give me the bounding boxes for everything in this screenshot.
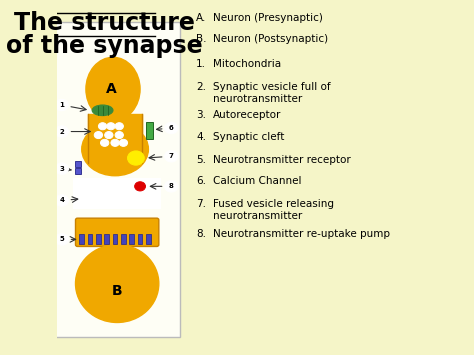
Text: A: A xyxy=(106,82,116,96)
FancyBboxPatch shape xyxy=(138,234,142,244)
FancyBboxPatch shape xyxy=(88,234,92,244)
Circle shape xyxy=(94,132,102,138)
Circle shape xyxy=(55,195,68,206)
FancyBboxPatch shape xyxy=(104,234,109,244)
Circle shape xyxy=(85,182,91,187)
Text: 8: 8 xyxy=(169,183,174,189)
Text: 3: 3 xyxy=(59,166,64,172)
Text: 1: 1 xyxy=(59,102,64,108)
Text: of the synapse: of the synapse xyxy=(6,34,203,58)
FancyBboxPatch shape xyxy=(55,22,180,337)
Text: Synaptic cleft: Synaptic cleft xyxy=(213,132,284,142)
Text: 5: 5 xyxy=(59,236,64,242)
Circle shape xyxy=(99,123,107,130)
Text: The structure: The structure xyxy=(14,11,195,35)
Text: 2: 2 xyxy=(59,129,64,135)
FancyBboxPatch shape xyxy=(96,234,100,244)
Circle shape xyxy=(105,132,113,138)
Circle shape xyxy=(119,139,128,146)
Polygon shape xyxy=(88,114,142,163)
FancyBboxPatch shape xyxy=(146,234,151,244)
Text: B.: B. xyxy=(196,34,207,44)
Circle shape xyxy=(111,139,119,146)
Text: B: B xyxy=(112,284,122,297)
Text: 7: 7 xyxy=(169,153,174,159)
Circle shape xyxy=(91,196,97,201)
Ellipse shape xyxy=(92,105,113,116)
Circle shape xyxy=(107,123,115,130)
Text: Neurotransmitter receptor: Neurotransmitter receptor xyxy=(213,154,351,164)
Text: 8.: 8. xyxy=(196,229,206,239)
Text: 6: 6 xyxy=(169,125,173,131)
Text: Neuron (Postsynaptic): Neuron (Postsynaptic) xyxy=(213,34,328,44)
Text: Neuron (Presynaptic): Neuron (Presynaptic) xyxy=(213,13,323,23)
Ellipse shape xyxy=(86,57,140,121)
Circle shape xyxy=(55,163,68,174)
Circle shape xyxy=(102,182,108,187)
Circle shape xyxy=(93,189,99,194)
Text: Autoreceptor: Autoreceptor xyxy=(213,110,282,120)
Text: Synaptic vesicle full of
neurotransmitter: Synaptic vesicle full of neurotransmitte… xyxy=(213,82,330,104)
Text: 7.: 7. xyxy=(196,199,206,209)
Text: 6.: 6. xyxy=(196,176,206,186)
Circle shape xyxy=(55,99,68,111)
Text: Calcium Channel: Calcium Channel xyxy=(213,176,301,186)
Circle shape xyxy=(128,151,144,165)
Circle shape xyxy=(164,122,178,133)
FancyBboxPatch shape xyxy=(75,168,81,174)
Circle shape xyxy=(115,132,123,138)
Text: 2.: 2. xyxy=(196,82,206,92)
Circle shape xyxy=(164,181,178,192)
FancyBboxPatch shape xyxy=(80,234,84,244)
FancyBboxPatch shape xyxy=(121,234,126,244)
FancyBboxPatch shape xyxy=(146,122,153,139)
FancyBboxPatch shape xyxy=(75,218,159,246)
Circle shape xyxy=(55,234,68,245)
Text: 3.: 3. xyxy=(196,110,206,120)
Text: Fused vesicle releasing
neurotransmitter: Fused vesicle releasing neurotransmitter xyxy=(213,199,334,221)
Text: 5.: 5. xyxy=(196,154,206,164)
Circle shape xyxy=(127,189,133,194)
Ellipse shape xyxy=(82,123,148,176)
Circle shape xyxy=(118,182,124,187)
Text: 1.: 1. xyxy=(196,59,206,69)
Circle shape xyxy=(100,139,109,146)
Circle shape xyxy=(135,182,146,191)
FancyBboxPatch shape xyxy=(75,161,81,167)
Circle shape xyxy=(164,151,178,162)
FancyBboxPatch shape xyxy=(129,234,134,244)
Text: 4: 4 xyxy=(59,197,64,203)
Circle shape xyxy=(108,196,114,201)
Circle shape xyxy=(115,123,123,130)
Circle shape xyxy=(55,126,68,137)
FancyBboxPatch shape xyxy=(113,234,118,244)
Circle shape xyxy=(120,196,127,201)
Text: Mitochondria: Mitochondria xyxy=(213,59,281,69)
Text: Neurotransmitter re-uptake pump: Neurotransmitter re-uptake pump xyxy=(213,229,390,239)
FancyBboxPatch shape xyxy=(73,178,161,209)
Text: A.: A. xyxy=(196,13,207,23)
Circle shape xyxy=(110,189,116,194)
Text: 4.: 4. xyxy=(196,132,206,142)
Ellipse shape xyxy=(75,245,159,322)
